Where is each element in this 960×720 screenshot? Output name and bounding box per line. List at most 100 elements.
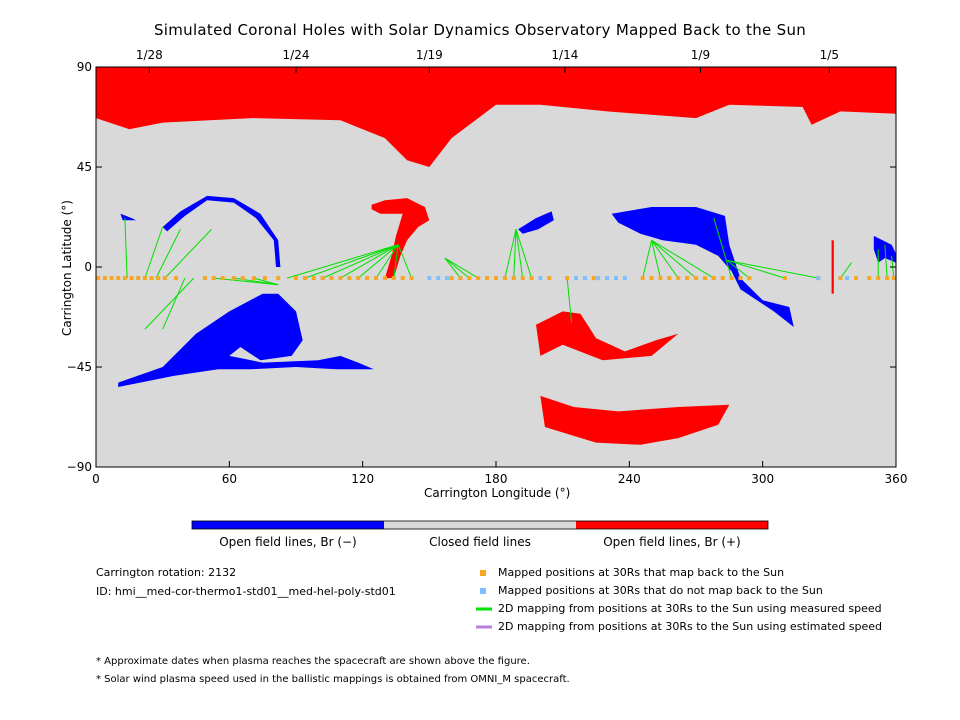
mid-patch-open-field-negative — [518, 211, 554, 234]
note-dates: * Approximate dates when plasma reaches … — [96, 656, 530, 667]
mapped-point-maps-back — [738, 276, 743, 281]
mapped-point-maps-back — [240, 276, 245, 281]
mapping-line — [642, 240, 653, 279]
model-id: ID: hmi__med-cor-thermo1-std01__med-hel-… — [96, 585, 396, 598]
mapping-line — [727, 259, 819, 279]
mapped-point-maps-back — [347, 276, 352, 281]
mapping-line — [357, 244, 399, 279]
y-axis-label: Carrington Latitude (°) — [60, 200, 74, 336]
colorbar-segment — [384, 521, 576, 529]
mapped-point-maps-back — [149, 276, 154, 281]
mapped-point-maps-back — [591, 276, 596, 281]
y-tick-label: 45 — [77, 160, 92, 174]
mapped-point-maps-back — [202, 276, 207, 281]
mapping-line — [144, 277, 195, 330]
mapped-point-maps-back — [520, 276, 525, 281]
mid-latitude-open-field-positive — [371, 198, 430, 279]
mapped-point-maps-back — [640, 276, 645, 281]
mapping-line — [322, 244, 399, 279]
mapped-point-no-map-back — [596, 276, 601, 281]
mapped-point-maps-back — [747, 276, 752, 281]
mapping-line — [651, 239, 697, 279]
mapped-point-maps-back — [374, 276, 378, 281]
mapped-point-maps-back — [338, 276, 343, 281]
mapped-point-maps-back — [854, 276, 858, 281]
mapping-line — [515, 229, 533, 279]
y-tick-label: 0 — [84, 260, 92, 274]
mapped-point-no-map-back — [622, 276, 627, 281]
mapping-line — [444, 257, 461, 279]
mapped-point-maps-back — [109, 276, 114, 281]
carrington-rotation: Carrington rotation: 2132 — [96, 566, 237, 579]
y-tick-label: −45 — [67, 360, 92, 374]
mapped-point-maps-back — [667, 276, 672, 281]
x-tick-label: 0 — [92, 472, 100, 486]
mapped-point-no-map-back — [614, 276, 618, 281]
x-tick-label: 180 — [485, 472, 508, 486]
mapped-point-maps-back — [502, 276, 507, 281]
top-date-label: 1/14 — [551, 48, 578, 62]
legend-swatch — [480, 588, 486, 594]
mapped-point-maps-back — [231, 276, 236, 281]
x-axis-label: Carrington Longitude (°) — [424, 486, 571, 500]
mapped-point-maps-back — [294, 276, 298, 281]
mapping-line — [513, 229, 517, 279]
closed-field-background — [96, 67, 896, 467]
top-date-label: 1/19 — [416, 48, 443, 62]
mapping-line — [651, 239, 715, 279]
mapping-line — [651, 240, 661, 279]
mapped-point-maps-back — [122, 276, 127, 281]
mapped-point-maps-back — [276, 276, 281, 281]
top-date-label: 1/5 — [820, 48, 839, 62]
legend-swatch — [480, 570, 486, 576]
mapping-line — [375, 244, 399, 279]
x-tick-label: 300 — [751, 472, 774, 486]
colorbar-label-closed: Closed field lines — [429, 535, 531, 549]
mapped-point-maps-back — [211, 276, 216, 281]
mapped-point-no-map-back — [816, 276, 821, 281]
mapping-line — [444, 257, 470, 279]
mapped-point-maps-back — [891, 276, 896, 281]
mapped-point-no-map-back — [445, 276, 450, 281]
mapped-point-maps-back — [409, 276, 414, 281]
mapped-point-no-map-back — [582, 276, 587, 281]
mapping-line — [444, 257, 479, 279]
top-date-label: 1/9 — [691, 48, 710, 62]
mapped-point-no-map-back — [436, 276, 441, 281]
colorbar-segment — [192, 521, 384, 529]
mapping-line — [164, 228, 212, 279]
legend-item-estimated-speed: 2D mapping from positions at 30Rs to the… — [498, 620, 883, 633]
southern-band-open-field-positive — [540, 395, 730, 445]
mapped-point-maps-back — [311, 276, 316, 281]
mapping-line — [726, 259, 750, 279]
mapped-point-maps-back — [302, 276, 307, 281]
mapping-line — [504, 229, 517, 279]
mapped-point-maps-back — [876, 276, 881, 281]
mapping-line — [124, 218, 128, 279]
mapping-line — [286, 244, 399, 279]
mapped-point-no-map-back — [845, 276, 850, 281]
mapping-line — [253, 277, 279, 286]
colorbar-segment — [576, 521, 768, 529]
mapped-point-maps-back — [251, 276, 256, 281]
arc-open-field-negative — [162, 195, 281, 267]
mapped-point-maps-back — [391, 276, 396, 281]
mapped-point-no-map-back — [427, 276, 432, 281]
mapped-point-maps-back — [365, 276, 370, 281]
mapped-point-maps-back — [136, 276, 141, 281]
mapped-point-maps-back — [702, 276, 707, 281]
mapped-point-maps-back — [494, 276, 498, 281]
mapped-point-maps-back — [329, 276, 334, 281]
mapped-point-maps-back — [729, 276, 734, 281]
note-plasma-speed: * Solar wind plasma speed used in the ba… — [96, 674, 570, 685]
southern-patch-open-field-positive — [536, 311, 679, 361]
mapped-point-maps-back — [782, 276, 787, 281]
mapped-point-maps-back — [458, 276, 463, 281]
mapped-point-maps-back — [142, 276, 147, 281]
mapped-point-maps-back — [320, 276, 325, 281]
mapped-point-maps-back — [96, 276, 101, 281]
mapped-point-maps-back — [685, 276, 690, 281]
mapped-point-maps-back — [400, 276, 405, 281]
mapped-point-maps-back — [676, 276, 681, 281]
